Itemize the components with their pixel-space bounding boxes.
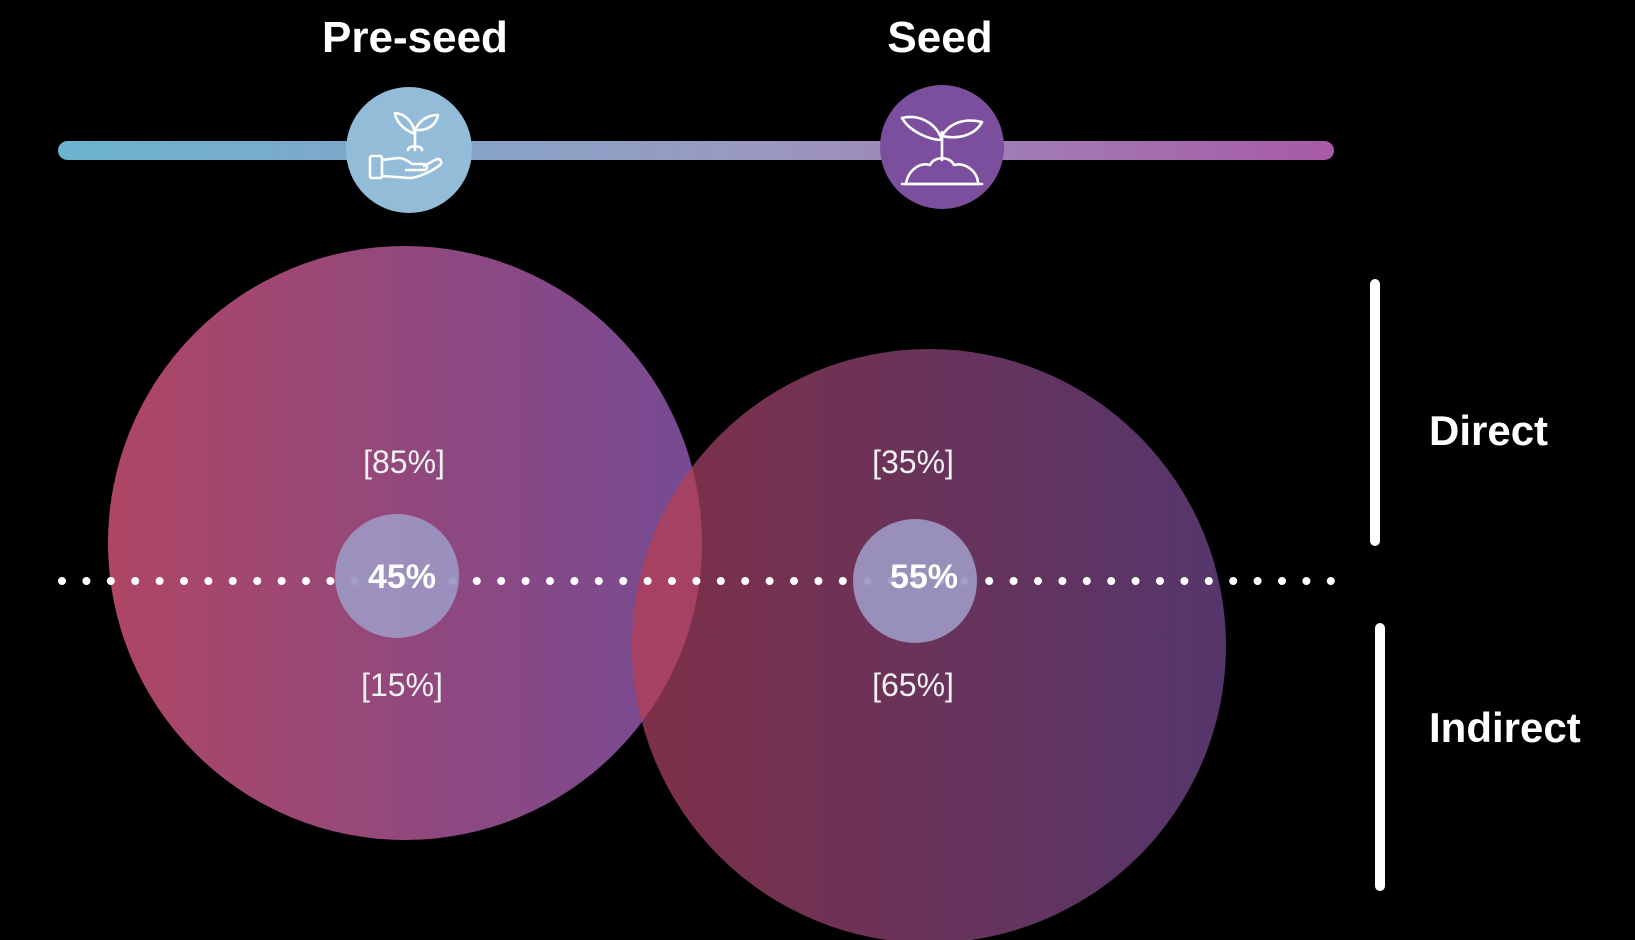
direct-label: Direct [1429,407,1548,454]
pre-seed-total-share: 45% [368,558,436,596]
sprout-in-soil-icon [900,115,984,186]
pre-seed-total-disc [335,514,459,638]
stage-title-seed: Seed [887,13,992,62]
seed-total-disc [853,519,977,643]
pre-seed-marker [346,87,472,213]
seed-indirect-share: [65%] [872,667,954,703]
pre-seed-direct-share: [85%] [363,444,445,480]
seed-marker [880,85,1004,209]
pre-seed-indirect-share: [15%] [361,667,443,703]
seed-total-share: 55% [890,558,958,596]
seed-direct-share: [35%] [872,444,954,480]
timeline-bar [58,141,1334,160]
indirect-label: Indirect [1429,704,1581,751]
hand-holding-plant-icon [368,111,443,180]
seed-bubble [632,349,1226,940]
stage-title-pre-seed: Pre-seed [322,13,508,62]
